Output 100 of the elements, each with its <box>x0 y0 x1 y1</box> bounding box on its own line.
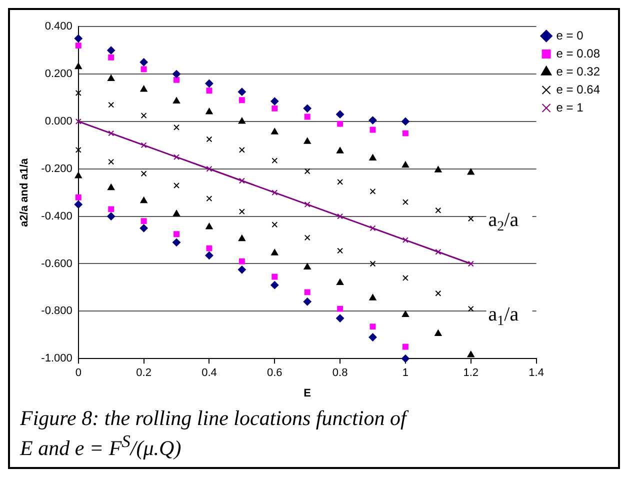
point <box>140 218 147 224</box>
point <box>108 206 114 212</box>
point <box>402 161 409 168</box>
point <box>337 178 344 185</box>
legend-label: e = 0.08 <box>556 46 600 60</box>
point <box>108 158 114 165</box>
y-tick-label: -0.800 <box>41 305 72 318</box>
point <box>75 146 82 153</box>
y-tick-label: 0.000 <box>44 115 72 128</box>
point <box>468 260 474 267</box>
point <box>238 146 245 153</box>
point <box>369 294 376 300</box>
point <box>304 138 311 144</box>
point <box>174 231 180 238</box>
point <box>238 117 246 124</box>
point <box>174 182 180 188</box>
point <box>272 190 278 196</box>
point <box>108 102 114 108</box>
point <box>108 54 114 60</box>
point <box>75 194 82 200</box>
point <box>303 104 312 112</box>
point <box>174 76 180 83</box>
point <box>206 222 213 230</box>
point <box>140 170 147 177</box>
y-tick-label: 0.200 <box>44 68 72 80</box>
x-tick-label: 1.2 <box>463 367 479 380</box>
point <box>271 128 278 134</box>
point <box>369 154 376 160</box>
point <box>74 34 82 42</box>
point <box>108 74 115 82</box>
point <box>272 158 278 164</box>
point <box>140 112 147 119</box>
point <box>368 333 377 342</box>
point <box>238 208 245 215</box>
point <box>337 120 344 127</box>
point <box>337 248 344 254</box>
x-tick-label: 0.4 <box>202 367 217 380</box>
point <box>401 117 410 126</box>
x-tick-label: 1.4 <box>528 367 544 380</box>
point <box>238 178 245 184</box>
point <box>336 278 344 285</box>
point <box>304 168 310 174</box>
point <box>435 290 442 296</box>
point <box>238 88 246 96</box>
point <box>270 281 279 290</box>
point <box>435 248 442 255</box>
point <box>304 289 310 296</box>
point <box>74 62 82 70</box>
point <box>140 58 148 66</box>
point <box>402 130 408 136</box>
point <box>172 210 180 216</box>
point <box>238 266 246 274</box>
point <box>172 70 181 78</box>
point <box>402 199 408 206</box>
point <box>74 200 82 208</box>
point <box>468 216 474 222</box>
point <box>206 196 212 202</box>
legend-label: e = 0.32 <box>556 64 600 78</box>
point <box>174 154 180 160</box>
point <box>172 97 180 104</box>
point <box>206 88 212 94</box>
point <box>206 108 213 114</box>
point <box>304 201 310 208</box>
point <box>401 354 410 363</box>
point <box>107 212 116 220</box>
y-tick-label: -0.200 <box>41 162 72 175</box>
point <box>205 80 214 88</box>
point <box>270 97 279 106</box>
point <box>272 274 278 280</box>
point <box>370 324 376 330</box>
point <box>271 249 278 256</box>
point <box>140 66 147 72</box>
point <box>140 224 148 232</box>
point <box>205 251 214 260</box>
y-tick-label: -0.600 <box>41 258 72 270</box>
point <box>140 85 148 92</box>
y-tick-label: -1.000 <box>41 352 72 365</box>
point <box>304 114 310 120</box>
point <box>75 90 82 96</box>
point <box>108 130 114 136</box>
point <box>370 225 376 232</box>
point <box>172 238 181 246</box>
point <box>174 124 180 130</box>
legend-label: e = 0.64 <box>556 82 600 96</box>
y-axis-title: a2/a and a1/a <box>18 157 31 227</box>
point <box>337 306 344 312</box>
point <box>238 234 246 242</box>
point <box>467 168 474 175</box>
point <box>206 136 212 142</box>
legend-label: e = 1 <box>556 100 584 114</box>
point <box>74 172 82 178</box>
point <box>303 298 312 306</box>
x-axis-title: E <box>304 387 312 400</box>
point <box>370 188 376 194</box>
point <box>402 237 408 244</box>
point <box>108 184 115 190</box>
point <box>304 234 310 241</box>
point <box>107 46 116 54</box>
point <box>75 42 82 49</box>
point <box>206 166 212 172</box>
